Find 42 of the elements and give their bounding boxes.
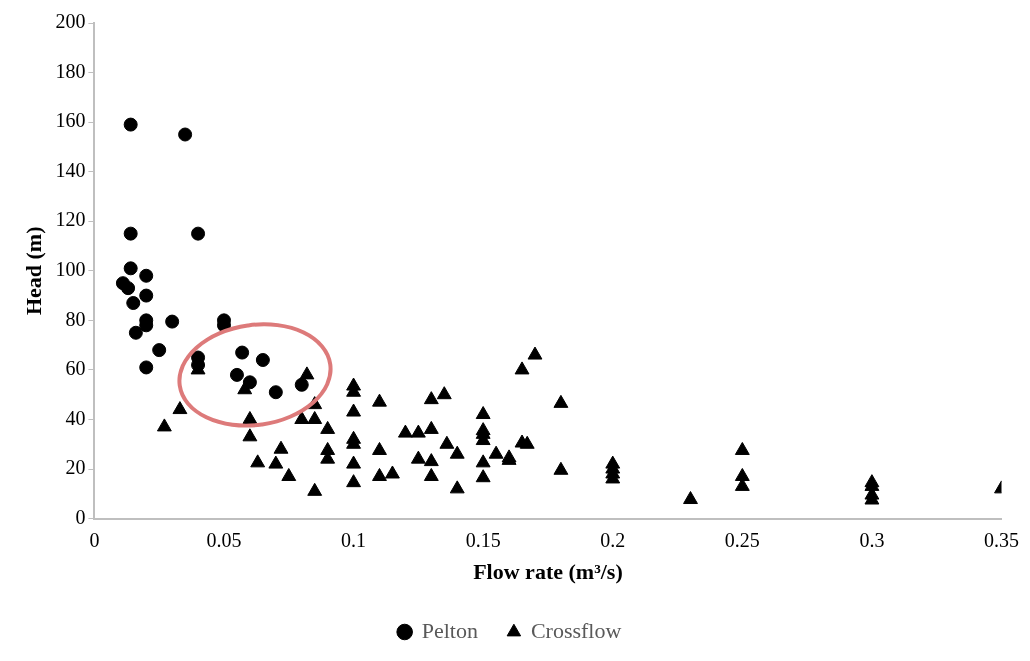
point bbox=[139, 268, 154, 283]
legend-label: Crossflow bbox=[530, 617, 622, 643]
y-tick-label: 140 bbox=[55, 158, 86, 181]
point bbox=[123, 117, 138, 132]
x-tick-label: 0.2 bbox=[600, 528, 626, 551]
point bbox=[255, 353, 270, 368]
y-tick-label: 200 bbox=[55, 10, 86, 33]
y-axis-title: Head (m) bbox=[20, 226, 46, 316]
y-tick-label: 180 bbox=[55, 59, 86, 82]
y-tick-label: 120 bbox=[55, 208, 86, 231]
x-tick-label: 0.1 bbox=[341, 528, 367, 551]
point bbox=[139, 288, 154, 303]
point bbox=[242, 375, 257, 390]
point bbox=[294, 377, 309, 392]
point bbox=[123, 226, 138, 241]
point bbox=[126, 296, 141, 311]
y-tick-label: 100 bbox=[55, 258, 86, 281]
x-tick-label: 0.05 bbox=[206, 528, 242, 551]
y-tick-label: 20 bbox=[65, 456, 86, 479]
point bbox=[128, 325, 143, 340]
y-tick-label: 0 bbox=[75, 505, 86, 528]
point bbox=[178, 127, 193, 142]
y-tick-label: 40 bbox=[65, 406, 86, 429]
point bbox=[191, 226, 206, 241]
x-tick-label: 0.25 bbox=[724, 528, 760, 551]
x-tick-label: 0 bbox=[89, 528, 100, 551]
legend-label: Pelton bbox=[421, 617, 478, 643]
x-tick-label: 0.3 bbox=[859, 528, 885, 551]
point bbox=[152, 343, 167, 358]
point bbox=[121, 281, 136, 296]
x-tick-label: 0.35 bbox=[984, 528, 1019, 551]
point bbox=[165, 314, 180, 329]
x-tick-label: 0.15 bbox=[465, 528, 501, 551]
point bbox=[123, 261, 138, 276]
y-tick-label: 80 bbox=[65, 307, 86, 330]
y-tick-label: 60 bbox=[65, 357, 86, 380]
point bbox=[235, 345, 250, 360]
point bbox=[268, 385, 283, 400]
y-tick-label: 160 bbox=[55, 109, 86, 132]
point bbox=[229, 367, 244, 382]
point bbox=[139, 360, 154, 375]
x-axis-title: Flow rate (m³/s) bbox=[473, 559, 623, 585]
